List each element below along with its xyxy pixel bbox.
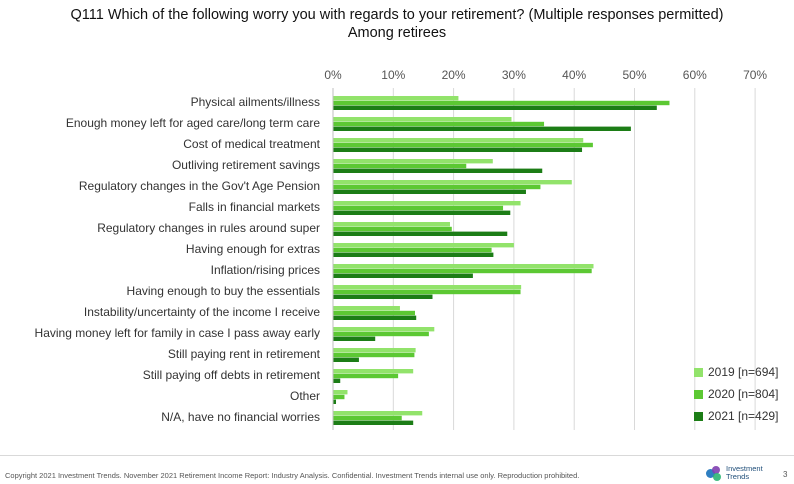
bar-2020	[333, 100, 670, 106]
bar-2019	[333, 369, 414, 374]
bar-chart: 0% 10% 20% 30% 40% 50% 60% 70% Physical ailments…	[35, 68, 767, 430]
bar-2021	[333, 126, 631, 131]
category-label: Other	[290, 389, 320, 403]
footer-divider	[0, 455, 794, 456]
bar-2020	[333, 373, 399, 379]
category-label: Still paying off debts in retirement	[143, 368, 321, 382]
bar-2021	[333, 273, 473, 278]
category-label: Enough money left for aged care/long ter…	[66, 116, 320, 130]
bar-2020	[333, 121, 545, 127]
bar-2020	[333, 289, 521, 295]
category-label: Physical ailments/illness	[191, 95, 320, 109]
bar-2019	[333, 285, 522, 290]
bar-2019	[333, 201, 521, 206]
category-label: Inflation/rising prices	[211, 263, 320, 277]
bar-2021	[333, 252, 494, 257]
x-tick-label: 50%	[622, 68, 646, 82]
bar-2021	[333, 357, 359, 362]
bar-2019	[333, 96, 459, 101]
bar-2020	[333, 205, 504, 211]
bar-2020	[333, 163, 467, 169]
category-label: Cost of medical treatment	[183, 137, 320, 151]
page-number: 3	[783, 470, 788, 479]
bar-2020	[333, 268, 592, 274]
logo-text-line1: Investment	[726, 464, 763, 473]
bar-2019	[333, 180, 572, 185]
bar-2019	[333, 264, 594, 269]
bar-2021	[333, 378, 341, 383]
category-label: Falls in financial markets	[189, 200, 320, 214]
bar-2019	[333, 390, 348, 395]
x-tick-label: 40%	[562, 68, 586, 82]
legend-item-2020: 2020 [n=804]	[694, 383, 778, 405]
chart-subtitle: Among retirees	[347, 25, 447, 41]
bar-2020	[333, 310, 416, 316]
bar-2020	[333, 226, 452, 232]
chart-legend: 2019 [n=694] 2020 [n=804] 2021 [n=429]	[694, 361, 778, 427]
category-label: Having enough for extras	[186, 242, 320, 256]
legend-item-2019: 2019 [n=694]	[694, 361, 778, 383]
bar-2020	[333, 142, 593, 148]
investment-trends-logo: Investment Trends	[706, 465, 763, 481]
category-label: Regulatory changes in the Gov't Age Pens…	[79, 179, 320, 193]
x-tick-label: 10%	[381, 68, 405, 82]
category-label: Regulatory changes in rules around super	[97, 221, 320, 235]
bar-2021	[333, 294, 433, 299]
bar-2019	[333, 348, 416, 353]
x-tick-label: 60%	[683, 68, 707, 82]
bar-2019	[333, 117, 512, 122]
legend-item-2021: 2021 [n=429]	[694, 405, 778, 427]
bar-2021	[333, 168, 543, 173]
bar-2019	[333, 327, 435, 332]
bar-2019	[333, 411, 423, 416]
bar-2020	[333, 415, 402, 421]
bar-2020	[333, 394, 345, 400]
bar-2019	[333, 138, 584, 143]
bar-2021	[333, 210, 511, 215]
category-label: Instability/uncertainty of the income I …	[84, 305, 320, 319]
x-tick-label: 70%	[743, 68, 767, 82]
category-label: Still paying rent in retirement	[168, 347, 321, 361]
x-tick-label: 0%	[324, 68, 342, 82]
category-label: Having money left for family in case I p…	[35, 326, 320, 340]
bar-2021	[333, 189, 526, 194]
bar-2021	[333, 105, 657, 110]
legend-swatch-2020	[694, 389, 703, 399]
logo-text-line2: Trends	[726, 472, 750, 481]
legend-label-2020: 2020 [n=804]	[708, 387, 779, 401]
bar-2021	[333, 420, 414, 425]
bar-2019	[333, 306, 400, 311]
x-tick-label: 20%	[442, 68, 466, 82]
bar-2021	[333, 336, 376, 341]
bar-2021	[333, 147, 583, 152]
bar-2020	[333, 331, 429, 337]
category-label: N/A, have no financial worries	[161, 410, 320, 424]
bar-2020	[333, 247, 492, 253]
logo-icon	[706, 465, 722, 481]
bar-2019	[333, 243, 514, 248]
bar-2019	[333, 159, 493, 164]
category-label: Having enough to buy the essentials	[127, 284, 320, 298]
chart-title: Q111 Which of the following worry you wi…	[70, 7, 724, 23]
bar-2021	[333, 315, 417, 320]
bar-2021	[333, 399, 337, 404]
bar-2020	[333, 352, 415, 358]
bar-2019	[333, 222, 450, 227]
x-tick-label: 30%	[502, 68, 526, 82]
bar-2021	[333, 231, 508, 236]
legend-swatch-2019	[694, 367, 703, 377]
legend-label-2019: 2019 [n=694]	[708, 365, 779, 379]
legend-label-2021: 2021 [n=429]	[708, 409, 779, 423]
category-label: Outliving retirement savings	[172, 158, 320, 172]
legend-swatch-2021	[694, 411, 703, 421]
copyright-text: Copyright 2021 Investment Trends. Novemb…	[5, 471, 580, 480]
bar-2020	[333, 184, 541, 190]
